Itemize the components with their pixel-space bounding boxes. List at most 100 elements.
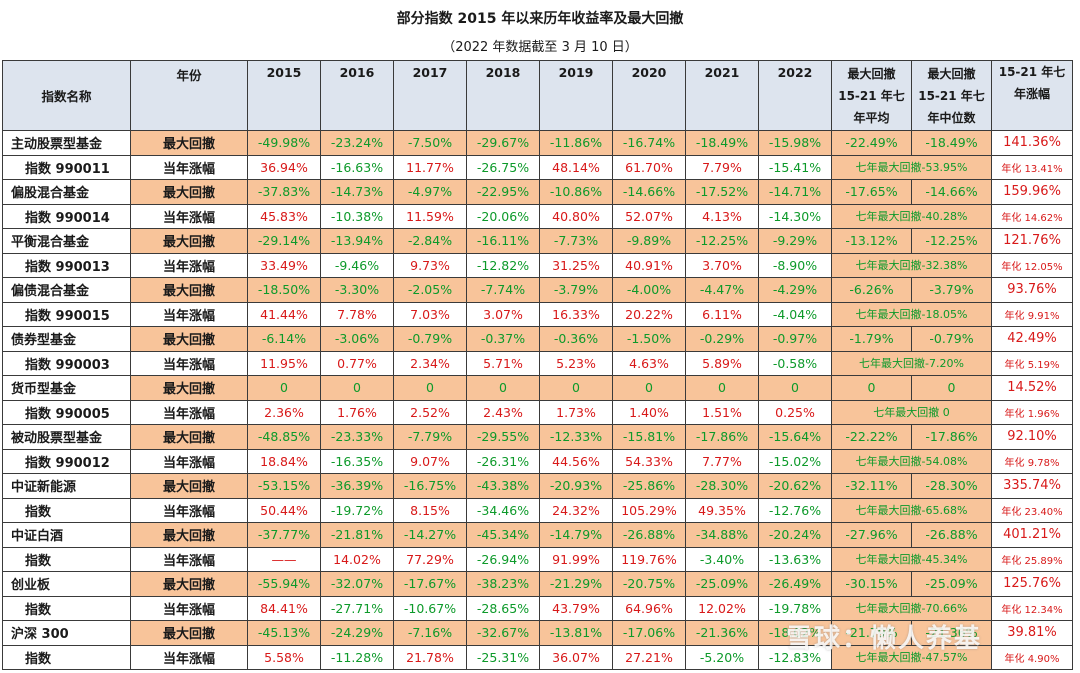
total-gain-cell: 93.76% [991,277,1073,303]
drawdown-row: 货币型基金 最大回撤 0 0 0 0 0 0 0 0 0 0 14.52% [2,375,1073,401]
gain-row: 指数 990014 当年涨幅 45.83% -10.38% 11.59% -20.06% 4… [2,203,1073,229]
drawdown-cell: -0.37% [466,326,540,352]
gain-cell: 27.21% [612,644,686,670]
median-drawdown-cell: -17.86% [911,424,992,450]
drawdown-cell: -22.95% [466,179,540,205]
seven-year-max-drawdown: 七年最大回撤-45.34% [831,546,992,572]
median-drawdown-cell: -26.88% [911,522,992,548]
gain-cell: 11.59% [393,203,467,229]
drawdown-cell: -53.15% [247,473,321,499]
drawdown-row: 平衡混合基金 最大回撤 -29.14% -13.94% -2.84% -16.11% -7.… [2,228,1073,254]
drawdown-cell: -32.07% [320,571,394,597]
drawdown-cell: -14.66% [612,179,686,205]
drawdown-cell: -0.29% [685,326,759,352]
index-code: 指数 [2,644,131,670]
drawdown-cell: -20.62% [758,473,832,499]
drawdown-row: 中证白酒 最大回撤 -37.77% -21.81% -14.27% -45.34% -14.… [2,522,1073,548]
gain-cell: 105.29% [612,497,686,523]
total-gain-cell: 335.74% [991,473,1073,499]
gain-row: 指数 990011 当年涨幅 36.94% -16.63% 11.77% -26.75% 4… [2,154,1073,180]
drawdown-cell: -21.29% [539,571,613,597]
drawdown-row: 偏债混合基金 最大回撤 -18.50% -3.30% -2.05% -7.74% -3.79… [2,277,1073,303]
avg-drawdown-cell: -6.26% [831,277,912,303]
drawdown-cell: -3.30% [320,277,394,303]
gain-cell: 8.15% [393,497,467,523]
index-name: 偏股混合基金 [2,179,131,205]
row-label-gain: 当年涨幅 [130,595,248,621]
index-code: 指数 [2,497,131,523]
drawdown-cell: -37.77% [247,522,321,548]
gain-cell: 31.25% [539,252,613,278]
gain-cell: -19.72% [320,497,394,523]
drawdown-cell: -12.33% [539,424,613,450]
gain-row: 指数 990003 当年涨幅 11.95% 0.77% 2.34% 5.71% 5.23% 4… [2,350,1073,376]
gain-cell: -34.46% [466,497,540,523]
gain-cell: 61.70% [612,154,686,180]
gain-cell: 64.96% [612,595,686,621]
gain-cell: 33.49% [247,252,321,278]
gain-cell: 48.14% [539,154,613,180]
drawdown-row: 被动股票型基金 最大回撤 -48.85% -23.33% -7.79% -29.55% -1… [2,424,1073,450]
gain-cell: -27.71% [320,595,394,621]
drawdown-cell: -38.23% [466,571,540,597]
row-label-drawdown: 最大回撤 [130,424,248,450]
index-code: 指数 990012 [2,448,131,474]
row-label-drawdown: 最大回撤 [130,522,248,548]
gain-cell: -16.63% [320,154,394,180]
gain-cell: 7.79% [685,154,759,180]
drawdown-cell: -15.98% [758,130,832,156]
drawdown-cell: 0 [685,375,759,401]
drawdown-cell: -45.13% [247,620,321,646]
drawdown-cell: -10.86% [539,179,613,205]
drawdown-cell: -45.34% [466,522,540,548]
gain-cell: -3.40% [685,546,759,572]
median-drawdown-cell: -12.25% [911,228,992,254]
drawdown-cell: -2.05% [393,277,467,303]
header-year: 2019 [539,60,613,131]
drawdown-cell: -29.14% [247,228,321,254]
index-code: 指数 990015 [2,301,131,327]
gain-cell: 119.76% [612,546,686,572]
gain-cell: 52.07% [612,203,686,229]
gain-cell: 1.76% [320,399,394,425]
index-name: 债券型基金 [2,326,131,352]
drawdown-cell: -17.06% [612,620,686,646]
gain-cell: 4.63% [612,350,686,376]
gain-cell: 43.79% [539,595,613,621]
gain-cell: —— [247,546,321,572]
gain-cell: 77.29% [393,546,467,572]
avg-drawdown-cell: -1.79% [831,326,912,352]
gain-cell: 40.80% [539,203,613,229]
header-row: 指数名称 年份 2015 2016 2017 2018 2019 2020 20… [2,60,1073,131]
drawdown-cell: -13.81% [539,620,613,646]
gain-cell: 54.33% [612,448,686,474]
drawdown-cell: -12.25% [685,228,759,254]
gain-cell: -10.38% [320,203,394,229]
total-gain-cell: 159.96% [991,179,1073,205]
gain-cell: 1.51% [685,399,759,425]
gain-cell: -8.90% [758,252,832,278]
drawdown-cell: -13.94% [320,228,394,254]
annualized-return: 年化 25.89% [991,546,1073,572]
header-year: 2022 [758,60,832,131]
total-gain-cell: 121.76% [991,228,1073,254]
header-median-line: 年中位数 [927,110,976,125]
drawdown-cell: -18.49% [685,130,759,156]
gain-cell: 1.40% [612,399,686,425]
drawdown-cell: -7.79% [393,424,467,450]
drawdown-cell: -14.71% [758,179,832,205]
drawdown-cell: -21.36% [685,620,759,646]
drawdown-cell: -14.73% [320,179,394,205]
avg-drawdown-cell: -22.49% [831,130,912,156]
drawdown-cell: -20.93% [539,473,613,499]
drawdown-cell: -9.89% [612,228,686,254]
drawdown-cell: -29.67% [466,130,540,156]
avg-drawdown-cell: -30.15% [831,571,912,597]
index-name: 创业板 [2,571,131,597]
annualized-return: 年化 12.34% [991,595,1073,621]
header-year: 2015 [247,60,321,131]
gain-cell: -14.30% [758,203,832,229]
drawdown-cell: -7.50% [393,130,467,156]
drawdown-cell: -20.75% [612,571,686,597]
gain-cell: -26.75% [466,154,540,180]
